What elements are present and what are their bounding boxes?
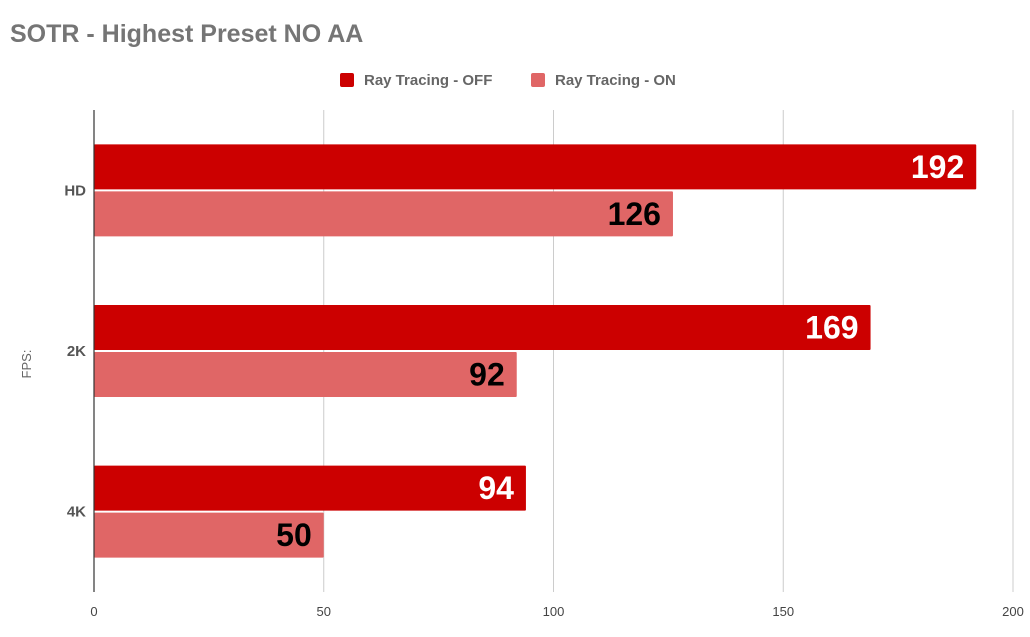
gridlines [323, 110, 1014, 592]
data-label-4k-series-1: 94 [478, 470, 514, 506]
legend-label-rt-off: Ray Tracing - OFF [364, 71, 493, 89]
category-label-2k: 2K [67, 343, 86, 360]
bar-4k-series-2 [94, 512, 324, 558]
y-axis-title: FPS: [19, 350, 34, 379]
legend-swatch-rt-on [531, 73, 545, 87]
chart-title: SOTR - Highest Preset NO AA [10, 20, 364, 48]
bars: 192 126 169 92 94 50 [94, 144, 977, 558]
x-tick-label-50: 50 [317, 604, 331, 619]
bar-hd-series-1 [94, 144, 977, 190]
data-label-hd-series-2: 126 [608, 196, 661, 232]
bar-hd-series-2 [94, 191, 673, 237]
bar-2k-series-1 [94, 305, 871, 350]
bar-2k-series-2 [94, 352, 517, 397]
category-label-hd: HD [64, 182, 86, 199]
legend-item-rt-on[interactable]: Ray Tracing - ON [531, 70, 676, 90]
data-label-2k-series-1: 169 [805, 310, 858, 346]
x-tick-label-200: 200 [1002, 604, 1024, 619]
legend: Ray Tracing - OFF Ray Tracing - ON [0, 70, 1030, 90]
legend-label-rt-on: Ray Tracing - ON [555, 71, 676, 89]
x-tick-label-0: 0 [90, 604, 97, 619]
data-label-4k-series-2: 50 [276, 517, 312, 553]
data-label-hd-series-1: 192 [911, 149, 964, 185]
category-label-4k: 4K [67, 504, 86, 521]
legend-item-rt-off[interactable]: Ray Tracing - OFF [340, 70, 492, 90]
x-tick-label-150: 150 [772, 604, 794, 619]
legend-swatch-rt-off [340, 73, 354, 87]
x-tick-label-100: 100 [543, 604, 565, 619]
bar-4k-series-1 [94, 465, 526, 511]
data-label-2k-series-2: 92 [469, 357, 505, 393]
axes: 0 50 100 150 200 HD 2K 4K [64, 110, 1024, 619]
